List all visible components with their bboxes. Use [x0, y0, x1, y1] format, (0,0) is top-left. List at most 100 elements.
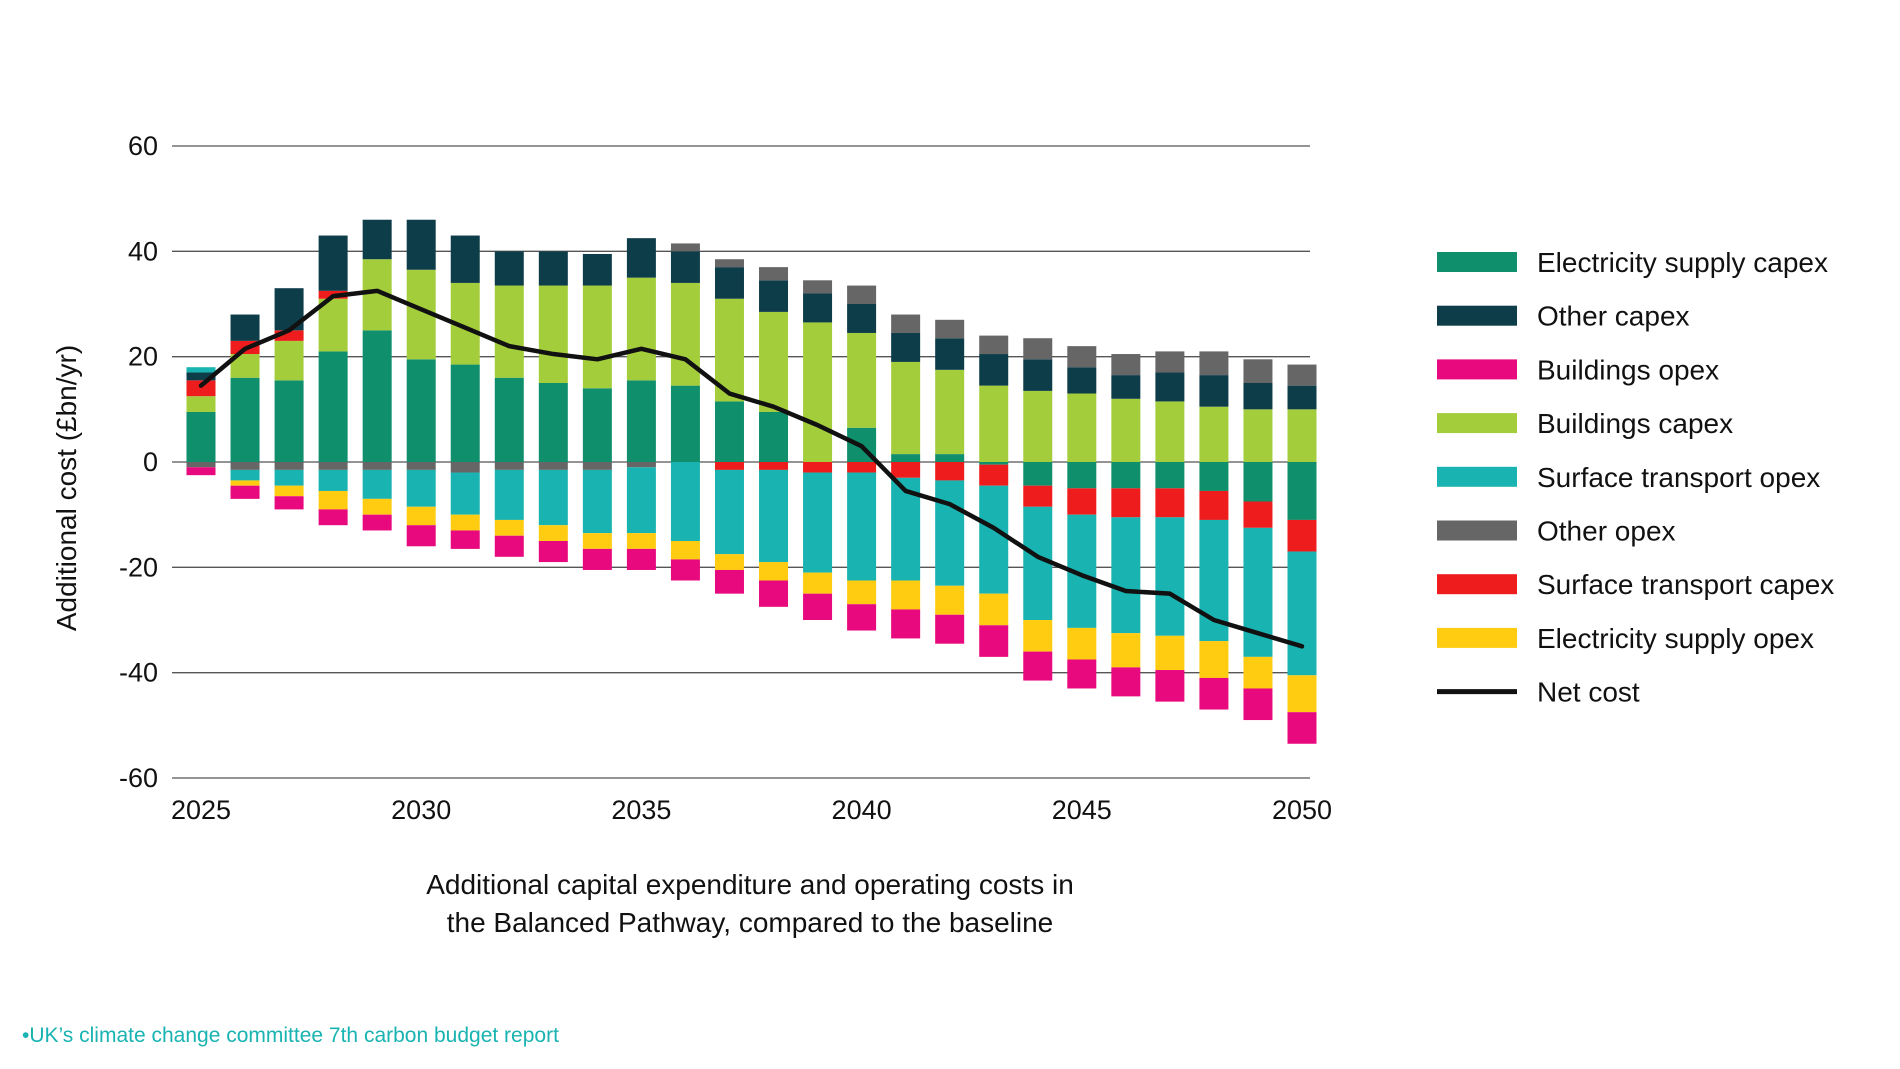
bar-segment-elec_opex-2044: [1023, 620, 1053, 652]
bar-segment-other_capex-2042: [935, 338, 965, 370]
legend-item-bld_capex: Buildings capex: [1437, 408, 1733, 439]
legend-swatch-bld_opex: [1437, 359, 1517, 380]
bar-segment-elec_opex-2046: [1111, 633, 1141, 668]
bar-segment-bld_opex-2047: [1155, 670, 1185, 702]
bar-segment-elec_capex-2044: [1023, 462, 1053, 486]
bar-segment-st_opex-2044: [1023, 506, 1053, 620]
bar-segment-other_opex-2034: [582, 462, 612, 470]
bar-segment-bld_capex-2046: [1111, 398, 1141, 462]
bar-segment-st_capex-2047: [1155, 488, 1185, 518]
bar-segment-elec_opex-2036: [670, 541, 700, 560]
bar-segment-other_opex-2035: [626, 462, 656, 468]
bar-segment-st_opex-2038: [759, 469, 789, 563]
legend-swatch-other_capex: [1437, 305, 1517, 326]
bar-segment-st_capex-2046: [1111, 488, 1141, 518]
bar-segment-elec_capex-2028: [318, 351, 348, 462]
legend-item-net_cost: Net cost: [1437, 677, 1640, 708]
bar-segment-elec_opex-2030: [406, 506, 436, 526]
legend-swatch-st_opex: [1437, 466, 1517, 487]
bar-segment-elec_opex-2027: [274, 485, 304, 497]
y-tick-label: 60: [128, 131, 158, 161]
bar-segment-bld_opex-2027: [274, 496, 304, 510]
x-tick-label: 2030: [391, 795, 451, 825]
bar-segment-st_opex-2050: [1287, 551, 1317, 676]
bar-segment-other_capex-2026: [230, 314, 260, 341]
x-tick-label: 2040: [832, 795, 892, 825]
bar-segment-elec_capex-2036: [670, 385, 700, 462]
bar-segment-bld_opex-2049: [1243, 688, 1273, 721]
bar-segment-other_opex-2040: [847, 285, 877, 304]
bar-segment-bld_opex-2026: [230, 485, 260, 499]
bar-segment-bld_capex-2042: [935, 369, 965, 455]
bar-segment-elec_capex-2037: [714, 401, 744, 462]
bar-segment-bld_capex-2026: [230, 354, 260, 378]
caption-line-1: Additional capital expenditure and opera…: [426, 869, 1074, 900]
x-tick-label: 2045: [1052, 795, 1112, 825]
bar-segment-other_opex-2031: [450, 462, 480, 473]
bar-segment-bld_capex-2040: [847, 332, 877, 428]
bar-segment-other_capex-2028: [318, 235, 348, 291]
bar-segment-other_opex-2050: [1287, 364, 1317, 386]
y-tick-label: -20: [119, 552, 158, 582]
bar-segment-other_opex-2029: [362, 462, 392, 470]
bar-segment-elec_opex-2029: [362, 498, 392, 515]
bar-segment-elec_capex-2030: [406, 359, 436, 462]
bar-segment-elec_opex-2047: [1155, 635, 1185, 671]
bar-segment-bld_capex-2032: [494, 285, 524, 378]
legend-label-elec_opex: Electricity supply opex: [1537, 623, 1814, 654]
bar-segment-bld_capex-2045: [1067, 393, 1097, 462]
bar-segment-st_capex-2039: [803, 462, 833, 473]
bar-segment-bld_capex-2034: [582, 285, 612, 389]
bar-segment-bld_capex-2047: [1155, 401, 1185, 462]
bar-segment-elec_opex-2043: [979, 593, 1009, 626]
bar-segment-st_opex-2047: [1155, 517, 1185, 636]
bar-segment-other_capex-2041: [891, 332, 921, 362]
bar-segment-elec_capex-2042: [935, 454, 965, 462]
y-tick-label: -60: [119, 763, 158, 793]
y-axis-ticks: 60 40 20 0 -20 -40 -60: [119, 131, 158, 793]
x-tick-label: 2035: [611, 795, 671, 825]
bar-segment-elec_capex-2034: [582, 388, 612, 462]
bar-segment-bld_opex-2037: [714, 569, 744, 594]
bar-segment-other_capex-2035: [626, 238, 656, 278]
bar-segment-other_opex-2028: [318, 462, 348, 470]
bar-segment-other_capex-2029: [362, 219, 392, 260]
bar-segment-other_opex-2030: [406, 462, 436, 470]
bar-segment-st_capex-2044: [1023, 485, 1053, 507]
bar-segment-other_opex-2032: [494, 462, 524, 470]
bar-segment-bld_capex-2028: [318, 298, 348, 352]
bar-segment-elec_capex-2032: [494, 377, 524, 462]
bar-segment-st_opex-2046: [1111, 517, 1141, 634]
bar-segment-elec_capex-2049: [1243, 462, 1273, 502]
bar-segment-bld_capex-2039: [803, 322, 833, 462]
bar-segment-other_opex-2038: [759, 267, 789, 281]
bar-segment-st_capex-2045: [1067, 488, 1097, 515]
bar-segment-st_capex-2042: [935, 462, 965, 481]
bar-segment-other_capex-2033: [538, 251, 568, 286]
bar-segment-other_opex-2049: [1243, 359, 1273, 383]
bar-segment-bld_opex-2028: [318, 509, 348, 526]
bar-segment-st_opex-2030: [406, 469, 436, 507]
bar-segment-st_capex-2048: [1199, 490, 1229, 520]
legend-label-other_opex: Other opex: [1537, 516, 1676, 547]
bar-segment-st_opex-2042: [935, 480, 965, 586]
bar-segment-other_capex-2044: [1023, 359, 1053, 391]
bar-segment-other_capex-2047: [1155, 372, 1185, 402]
bar-segment-elec_opex-2031: [450, 514, 480, 531]
bar-segment-st_capex-2040: [847, 462, 877, 473]
legend-item-bld_opex: Buildings opex: [1437, 354, 1719, 385]
bar-segment-elec_opex-2041: [891, 580, 921, 610]
bar-segment-st_opex-2028: [318, 469, 348, 491]
bar-segment-bld_capex-2035: [626, 277, 656, 381]
bar-segment-elec_opex-2040: [847, 580, 877, 605]
bar-segment-elec_capex-2045: [1067, 462, 1097, 489]
bar-segment-bld_opex-2036: [670, 559, 700, 581]
bar-segment-bld_capex-2036: [670, 282, 700, 386]
bar-segment-other_capex-2032: [494, 251, 524, 286]
bar-segment-bld_opex-2038: [759, 580, 789, 607]
bar-segment-other_opex-2027: [274, 462, 304, 470]
bar-segment-other_opex-2025: [186, 462, 216, 468]
bar-segment-elec_capex-2046: [1111, 462, 1141, 489]
bar-segment-st_opex-2036: [670, 462, 700, 541]
legend-item-elec_opex: Electricity supply opex: [1437, 623, 1814, 654]
